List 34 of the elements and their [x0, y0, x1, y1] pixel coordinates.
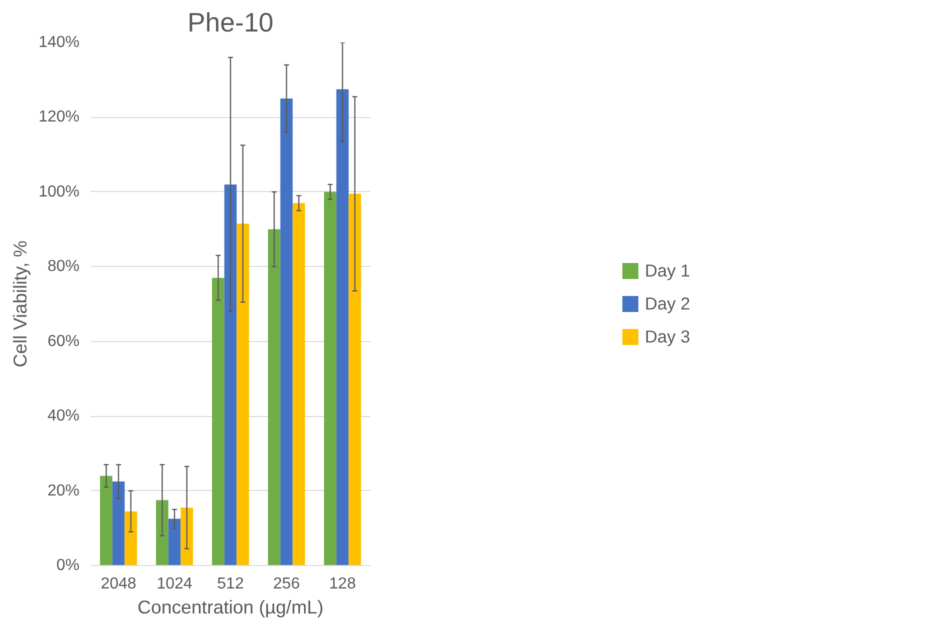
y-tick-label: 120%	[38, 108, 80, 126]
x-tick-label: 2048	[100, 576, 136, 592]
bar	[124, 511, 137, 566]
chart-title: Phe-10	[188, 8, 274, 38]
bar	[268, 229, 280, 566]
legend-label: Day 3	[644, 326, 690, 347]
x-tick-label: 512	[217, 576, 244, 592]
legend-label: Day 1	[644, 260, 690, 281]
bar	[180, 508, 193, 566]
x-axis-title: Concentration (µg/mL)	[138, 596, 324, 618]
y-tick-label: 80%	[47, 258, 80, 276]
bar	[348, 194, 361, 566]
bar	[100, 476, 112, 566]
x-tick-label: 128	[329, 576, 356, 592]
bar	[292, 203, 305, 566]
y-tick-label: 0%	[56, 557, 80, 574]
x-tick-label: 1024	[156, 576, 192, 592]
bar	[336, 89, 349, 566]
y-tick-label: 140%	[38, 34, 80, 51]
y-tick-label: 20%	[47, 482, 80, 500]
bar	[324, 192, 336, 566]
bar	[224, 184, 237, 566]
bar	[156, 500, 168, 566]
y-axis-title: Cell Viability, %	[10, 240, 31, 368]
y-tick-label: 100%	[38, 183, 80, 200]
bar	[212, 278, 224, 566]
y-tick-label: 60%	[47, 332, 80, 350]
x-tick-label: 256	[273, 576, 300, 592]
bar	[280, 98, 293, 566]
bar	[112, 481, 125, 566]
bar	[236, 224, 249, 566]
bar	[168, 518, 181, 566]
y-tick-label: 40%	[47, 408, 80, 425]
legend-label: Day 2	[644, 293, 690, 314]
